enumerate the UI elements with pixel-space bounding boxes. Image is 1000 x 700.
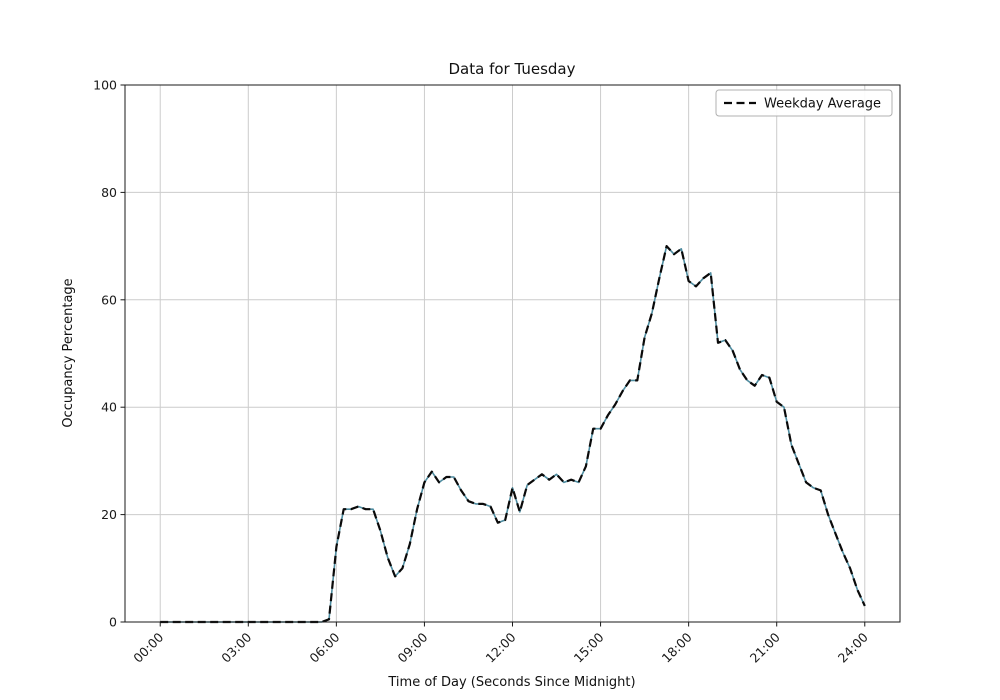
y-tick-label: 80 — [101, 185, 117, 200]
x-tick-label: 09:00 — [394, 629, 430, 665]
x-tick-label: 03:00 — [218, 629, 254, 665]
y-axis-ticks: 0 20 40 60 80 100 — [93, 78, 125, 630]
x-axis-ticks: 00:00 03:00 06:00 09:00 12:00 15:00 18:00 21:00… — [130, 622, 871, 666]
x-tick-label: 06:00 — [306, 629, 342, 665]
x-tick-label: 15:00 — [571, 629, 607, 665]
legend-entry-label: Weekday Average — [764, 97, 881, 112]
y-tick-label: 40 — [101, 400, 117, 415]
y-tick-label: 20 — [101, 507, 117, 522]
x-axis-label: Time of Day (Seconds Since Midnight) — [387, 675, 635, 690]
gridlines — [125, 84, 900, 623]
y-tick-label: 100 — [93, 78, 117, 93]
x-tick-label: 21:00 — [747, 629, 783, 665]
y-tick-label: 60 — [101, 292, 117, 307]
x-tick-label: 18:00 — [659, 629, 695, 665]
y-axis-label: Occupancy Percentage — [61, 278, 76, 427]
y-tick-label: 0 — [109, 615, 117, 630]
x-tick-label: 00:00 — [130, 629, 166, 665]
x-tick-label: 12:00 — [483, 629, 519, 665]
legend: Weekday Average — [715, 89, 893, 117]
legend-box — [715, 89, 893, 117]
x-tick-label: 24:00 — [835, 629, 871, 665]
chart-title: Data for Tuesday — [448, 60, 575, 78]
